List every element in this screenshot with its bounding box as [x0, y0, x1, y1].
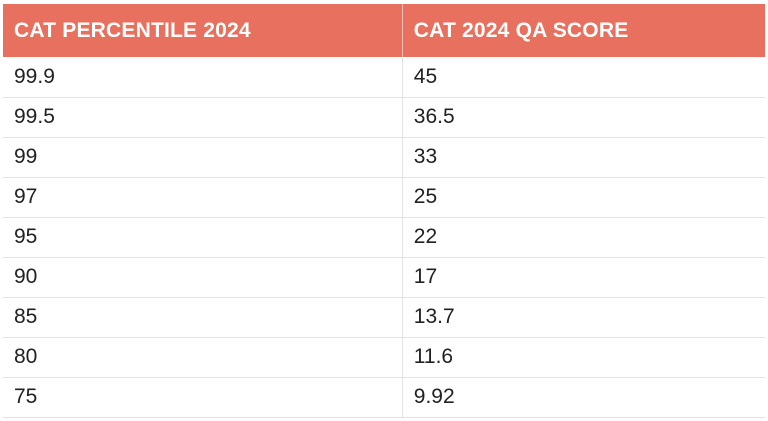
cell-percentile: 97	[3, 177, 403, 218]
header-cell-percentile: CAT PERCENTILE 2024	[3, 4, 403, 57]
header-cell-qa-score: CAT 2024 QA SCORE	[402, 4, 765, 57]
cell-percentile: 95	[3, 217, 403, 258]
table-row: 99.9 45	[3, 57, 765, 98]
cell-qa-score: 17	[402, 257, 765, 298]
table-header: CAT PERCENTILE 2024 CAT 2024 QA SCORE	[3, 4, 765, 57]
header-row: CAT PERCENTILE 2024 CAT 2024 QA SCORE	[3, 4, 765, 57]
cell-qa-score: 33	[402, 137, 765, 178]
table-row: 97 25	[3, 177, 765, 218]
cell-qa-score: 25	[402, 177, 765, 218]
cell-qa-score: 9.92	[402, 377, 765, 418]
cell-percentile: 99	[3, 137, 403, 178]
table-row: 99 33	[3, 137, 765, 178]
cell-qa-score: 22	[402, 217, 765, 258]
cat-percentile-score-table: CAT PERCENTILE 2024 CAT 2024 QA SCORE 99…	[3, 4, 765, 418]
table-row: 75 9.92	[3, 377, 765, 418]
score-table-container: CAT PERCENTILE 2024 CAT 2024 QA SCORE 99…	[3, 4, 765, 418]
table-row: 95 22	[3, 217, 765, 258]
cell-percentile: 90	[3, 257, 403, 298]
cell-qa-score: 45	[402, 57, 765, 98]
cell-percentile: 75	[3, 377, 403, 418]
table-row: 85 13.7	[3, 297, 765, 338]
cell-qa-score: 36.5	[402, 97, 765, 138]
cell-percentile: 80	[3, 337, 403, 378]
table-body: 99.9 45 99.5 36.5 99 33 97 25 95 22 90 1…	[3, 57, 765, 418]
table-row: 99.5 36.5	[3, 97, 765, 138]
cell-percentile: 85	[3, 297, 403, 338]
table-row: 90 17	[3, 257, 765, 298]
cell-percentile: 99.9	[3, 57, 403, 98]
table-row: 80 11.6	[3, 337, 765, 378]
cell-qa-score: 11.6	[402, 337, 765, 378]
cell-qa-score: 13.7	[402, 297, 765, 338]
cell-percentile: 99.5	[3, 97, 403, 138]
